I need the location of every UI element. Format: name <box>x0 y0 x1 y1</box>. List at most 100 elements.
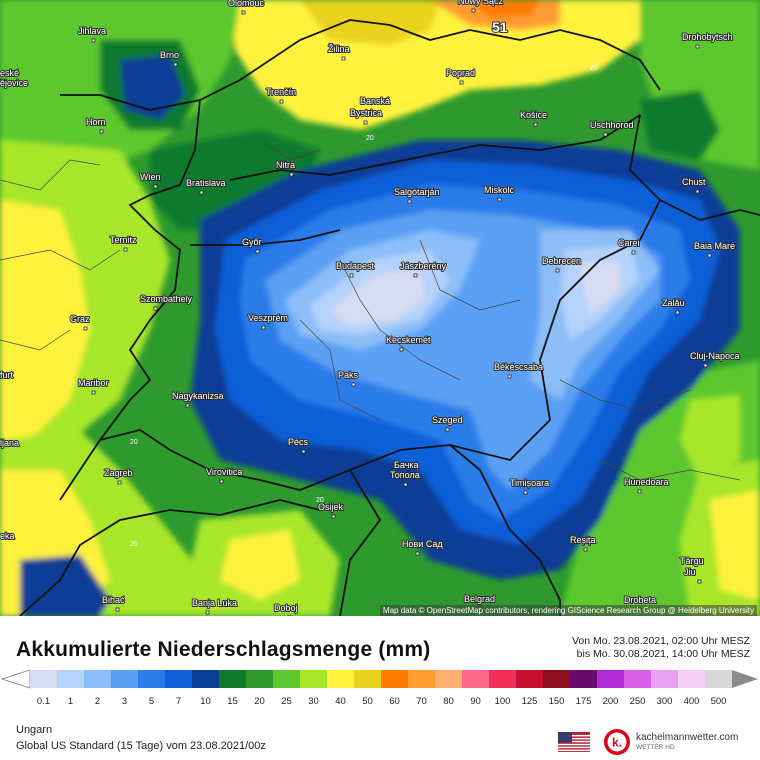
city-dot <box>497 197 502 202</box>
colorbar-swatch <box>705 670 733 688</box>
city-marker: Uschhorod <box>589 119 635 137</box>
city-marker: Reșița <box>569 534 597 552</box>
city-label: Maribor <box>78 378 109 388</box>
city-dot <box>697 579 702 584</box>
city-marker: Graz <box>69 313 91 331</box>
legend-title: Akkumulierte Niederschlagsmenge (mm) <box>16 638 431 661</box>
city-marker: Szombathely <box>139 293 194 311</box>
city-dot <box>115 607 120 612</box>
us-flag-icon <box>558 732 590 752</box>
city-marker: Bihać <box>101 594 126 612</box>
city-marker: Jászberény <box>399 260 448 278</box>
period-info: Von Mo. 23.08.2021, 02:00 Uhr MESZ bis M… <box>572 635 750 661</box>
colorbar-swatch <box>246 670 274 688</box>
colorbar-tick-label: 100 <box>494 696 511 707</box>
city-label: Banská <box>360 96 390 106</box>
colorbar-tick-label: 2 <box>94 696 101 707</box>
city-marker: Carei <box>617 237 641 255</box>
brand-name[interactable]: kachelmannwetter.com <box>636 732 739 743</box>
city-label: Ternitz <box>110 235 137 245</box>
map-canvas: 20 20 20 20 20 51 Olomouc Nowy Sącz Jihlav… <box>0 0 760 616</box>
colorbar-swatch <box>651 670 679 688</box>
colorbar-tick-label: 250 <box>629 696 646 707</box>
city-label: Chust <box>682 177 706 187</box>
city-marker: Banja Luka <box>191 597 238 615</box>
colorbar-swatch <box>570 670 598 688</box>
city-label: eské <box>0 68 19 78</box>
city-marker: Maribor <box>77 377 110 395</box>
max-value-label: 51 <box>492 19 508 35</box>
city-marker: Miskolc <box>483 184 516 202</box>
colorbar-swatch <box>30 670 58 688</box>
logo-letter: k. <box>612 736 622 750</box>
colorbar-right-arrow <box>732 670 758 688</box>
city-marker: Cluj-Napoca <box>689 350 741 368</box>
city-marker: Bratislava <box>185 177 227 195</box>
contour-label-20: 20 <box>366 135 374 142</box>
map-attribution: Map data © OpenStreetMap contributors, r… <box>379 605 757 616</box>
colorbar-tick-label: 60 <box>389 696 400 707</box>
city-marker: Nagykanizsa <box>171 390 225 408</box>
colorbar-swatch <box>624 670 652 688</box>
colorbar-swatch <box>543 670 571 688</box>
colorbar-tick-label: 90 <box>470 696 481 707</box>
city-marker: Doboj <box>273 602 299 616</box>
city-label: Osijek <box>318 502 344 512</box>
colorbar-swatch <box>57 670 85 688</box>
period-to: bis Mo. 30.08.2021, 14:00 Uhr MESZ <box>576 648 750 660</box>
colorbar-swatch <box>111 670 139 688</box>
city-marker: Jihlava <box>77 25 107 43</box>
city-marker: Wien <box>139 171 162 189</box>
colorbar-swatch <box>489 670 517 688</box>
city-label: Veszprém <box>248 313 288 323</box>
city-marker: furt <box>0 369 15 381</box>
precipitation-map[interactable]: 20 20 20 20 20 51 Olomouc Nowy Sącz Jihlav… <box>0 0 760 616</box>
city-label: Trenčín <box>266 87 296 97</box>
colorbar-tick-label: 15 <box>227 696 238 707</box>
city-dot <box>555 268 560 273</box>
city-marker: Ternitz <box>109 234 138 252</box>
colorbar-swatch <box>192 670 220 688</box>
city-marker: Hunedoara <box>623 476 670 494</box>
city-marker: Olomouc <box>227 0 266 15</box>
colorbar-tick-label: 50 <box>362 696 373 707</box>
city-dot <box>407 199 412 204</box>
colorbar-swatch <box>219 670 247 688</box>
city-dot <box>301 449 306 454</box>
city-label: Wien <box>140 172 161 182</box>
city-dot <box>523 490 528 495</box>
city-marker: Poprad <box>445 67 476 85</box>
city-marker: Baia Mare <box>693 240 736 258</box>
city-dot <box>91 390 96 395</box>
kachelmann-logo-icon[interactable]: k. <box>603 728 631 756</box>
city-marker: Horn <box>85 116 107 134</box>
colorbar-swatch <box>597 670 625 688</box>
city-marker: Salgótarján <box>393 186 441 204</box>
city-marker: ějovice <box>0 77 29 89</box>
contour-label-20: 20 <box>130 541 138 548</box>
city-label: Zalău <box>662 298 685 308</box>
city-label: Banja Luka <box>192 598 237 608</box>
precip-field <box>0 0 760 616</box>
city-label: Doboj <box>274 603 298 613</box>
city-dot <box>399 347 404 352</box>
city-label: Horn <box>86 117 106 127</box>
city-label: Bystrica <box>350 108 382 118</box>
colorbar-swatch <box>678 670 706 688</box>
city-markers: Olomouc Nowy Sącz Jihlava Brno Žilina Poprad D… <box>0 0 741 616</box>
colorbar-tick-labels: 0.1 1 2 3 5 7 10 15 20 25 30 40 50 60 70 80 90 100 125 150 1… <box>0 696 760 708</box>
city-dot <box>583 547 588 552</box>
city-marker: ljana <box>0 437 20 449</box>
city-dot <box>637 489 642 494</box>
colorbar-tick-label: 150 <box>548 696 565 707</box>
city-label: Nitra <box>276 160 295 170</box>
city-dot <box>415 551 420 556</box>
city-label: Reșița <box>570 535 596 545</box>
city-dot <box>185 403 190 408</box>
city-label: Jiu <box>684 567 696 577</box>
city-label: ljana <box>0 438 19 448</box>
city-label: Győr <box>242 237 262 247</box>
contour-labels: 20 20 20 20 20 <box>130 65 598 548</box>
city-marker: Brno <box>159 49 180 67</box>
colorbar-swatch <box>462 670 490 688</box>
